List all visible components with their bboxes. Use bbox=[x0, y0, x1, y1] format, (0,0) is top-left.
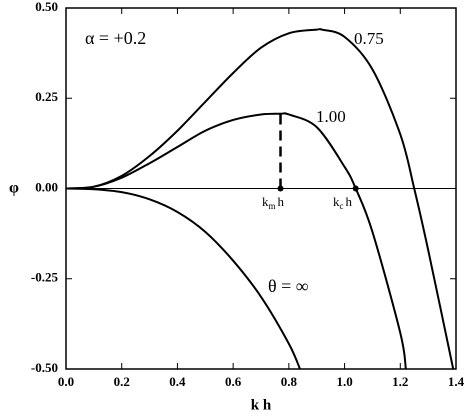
annotation-part: h bbox=[346, 194, 353, 209]
x-tick-label: 0.8 bbox=[281, 374, 298, 389]
annotation-part: k bbox=[262, 194, 269, 209]
y-tick-label: -0.25 bbox=[31, 270, 59, 285]
annotation: km h bbox=[262, 194, 285, 211]
annotation-part: 0.75 bbox=[354, 29, 384, 48]
annotation-part: θ = ∞ bbox=[268, 276, 309, 296]
annotation-part: α = +0.2 bbox=[85, 28, 146, 48]
marker bbox=[277, 185, 284, 192]
x-tick-label: 0.4 bbox=[169, 374, 186, 389]
curve bbox=[66, 187, 301, 369]
curve bbox=[66, 27, 455, 369]
annotation-part: m bbox=[269, 201, 276, 211]
annotation: θ = ∞ bbox=[268, 276, 309, 296]
annotation-part: h bbox=[278, 194, 285, 209]
x-tick-label: 1.2 bbox=[392, 374, 408, 389]
x-tick-label: 1.0 bbox=[336, 374, 352, 389]
y-tick-label: -0.50 bbox=[31, 360, 58, 375]
x-tick-label: 0.6 bbox=[225, 374, 242, 389]
annotation: α = +0.2 bbox=[85, 28, 146, 48]
y-tick-label: 0.00 bbox=[35, 179, 58, 194]
marker bbox=[352, 185, 359, 192]
annotation: 1.00 bbox=[316, 107, 346, 126]
y-tick-label: 0.50 bbox=[35, 0, 58, 14]
y-tick-label: 0.25 bbox=[35, 89, 58, 104]
x-axis-label: k h bbox=[251, 397, 272, 413]
y-axis-label: φ bbox=[9, 180, 19, 197]
x-tick-label: 0.0 bbox=[58, 374, 74, 389]
annotation: kc h bbox=[333, 194, 353, 211]
annotation-part: k bbox=[333, 194, 340, 209]
annotation: 0.75 bbox=[354, 29, 384, 48]
annotation-part: 1.00 bbox=[316, 107, 346, 126]
x-tick-label: 0.2 bbox=[114, 374, 130, 389]
x-tick-label: 1.4 bbox=[448, 374, 465, 389]
curve bbox=[66, 112, 407, 369]
annotation-part: c bbox=[340, 201, 344, 211]
